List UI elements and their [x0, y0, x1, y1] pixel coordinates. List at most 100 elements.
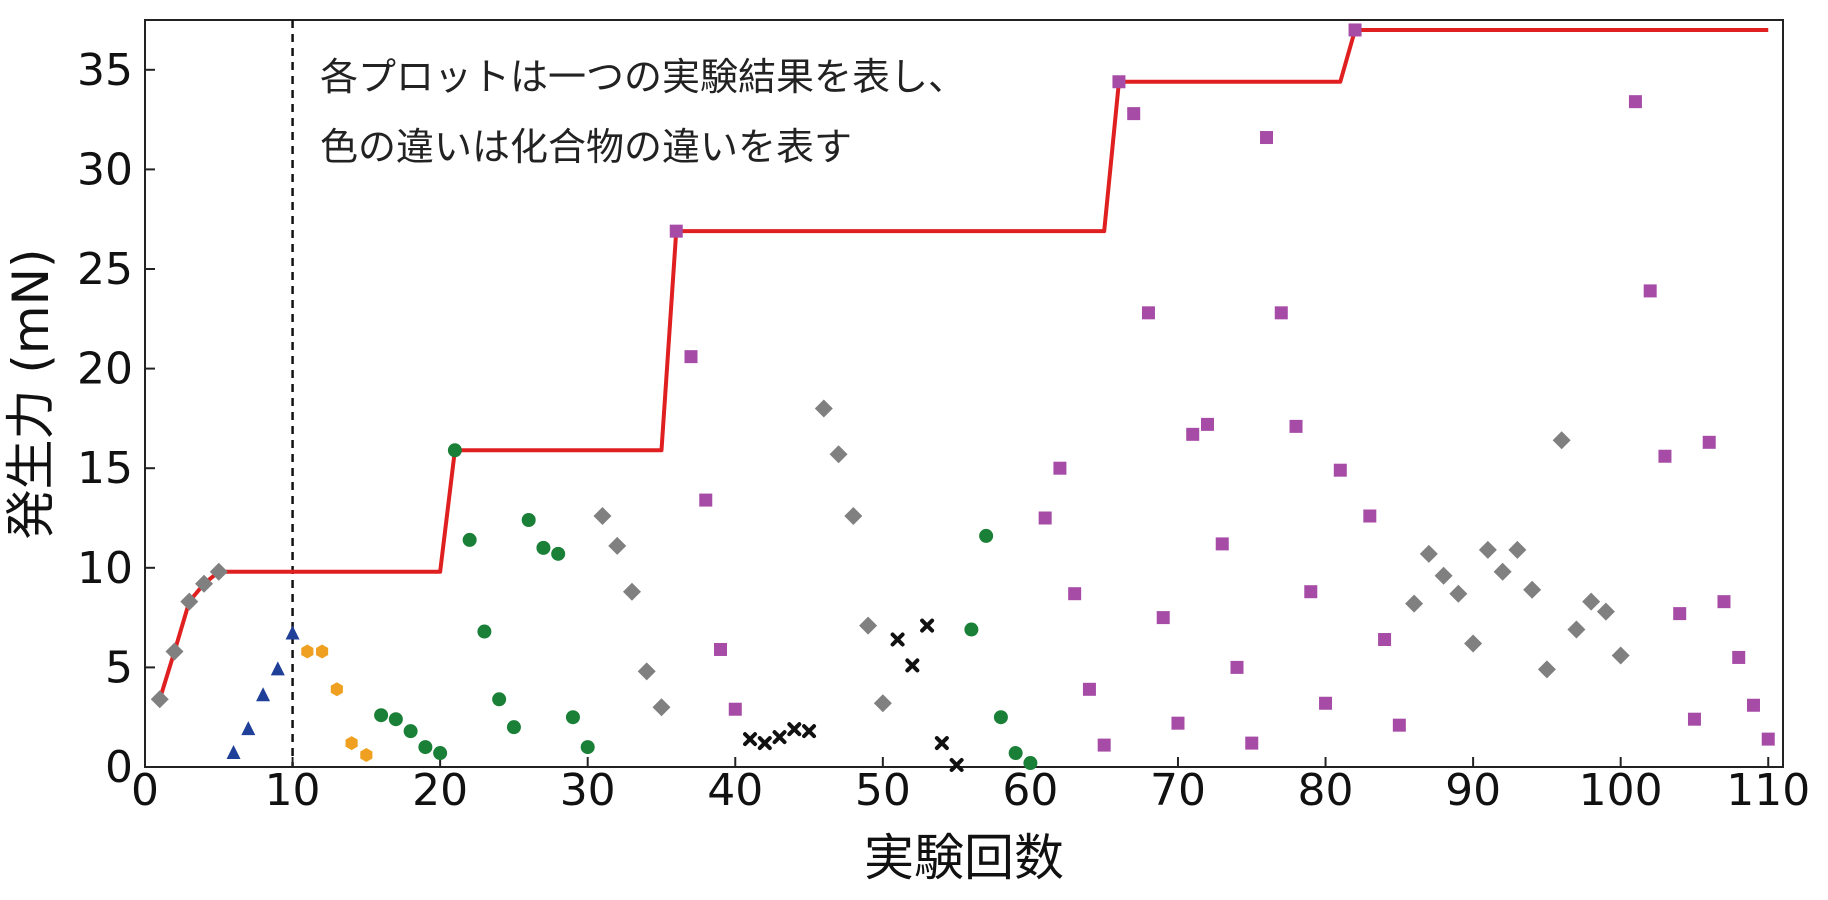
diamond-point — [150, 690, 169, 709]
square-point — [699, 493, 713, 507]
square-point — [1038, 511, 1052, 525]
square-point — [1230, 660, 1244, 674]
diamond-point — [1582, 592, 1601, 611]
x-point — [743, 732, 758, 747]
square-point — [1687, 712, 1701, 726]
circle-point — [580, 740, 595, 755]
square-point — [1260, 131, 1274, 145]
diamond-point — [1405, 594, 1424, 613]
circle-point — [1008, 746, 1023, 761]
diamond-point — [844, 507, 863, 526]
x-tick-label: 90 — [1445, 765, 1501, 816]
square-point — [1068, 587, 1082, 601]
y-tick-label: 25 — [77, 244, 133, 295]
diamond-point — [652, 698, 671, 717]
plot-frame — [144, 19, 1784, 768]
square-point — [669, 224, 683, 238]
x-tick-label: 50 — [855, 765, 911, 816]
diamond-point — [1434, 566, 1453, 585]
x-axis-title: 実験回数 — [864, 829, 1064, 887]
diamond-point — [165, 642, 184, 661]
square-point — [1628, 95, 1642, 109]
x-point — [772, 730, 787, 745]
diamond-point — [1596, 602, 1615, 621]
triangle-point — [241, 721, 256, 736]
x-tick-label: 60 — [1002, 765, 1058, 816]
square-point — [1717, 595, 1731, 609]
square-point — [1112, 75, 1126, 89]
square-point — [1658, 449, 1672, 463]
x-point — [890, 632, 905, 647]
diamond-point — [1567, 620, 1586, 639]
hexagon-point — [301, 644, 314, 659]
square-point — [1732, 650, 1746, 664]
y-tick-label: 30 — [77, 144, 133, 195]
y-tick-label: 15 — [77, 443, 133, 494]
diamond-point — [209, 562, 228, 581]
square-point — [1082, 682, 1096, 696]
square-point — [728, 702, 742, 716]
diamond-point — [829, 445, 848, 464]
square-point — [1053, 461, 1067, 475]
circle-point — [536, 540, 551, 555]
x-tick-label: 110 — [1726, 765, 1810, 816]
circle-point — [403, 724, 418, 739]
square-point — [1186, 427, 1200, 441]
square-point — [1392, 718, 1406, 732]
x-tick-label: 40 — [707, 765, 763, 816]
square-point — [1200, 417, 1214, 431]
square-point — [1289, 419, 1303, 433]
y-tick-label: 35 — [77, 45, 133, 96]
square-point — [1761, 732, 1775, 746]
square-point — [714, 642, 728, 656]
diamond-point — [1493, 562, 1512, 581]
y-tick-label: 10 — [77, 543, 133, 594]
triangle-point — [256, 687, 271, 702]
hexagon-point — [360, 748, 373, 763]
y-tick-label: 5 — [105, 642, 133, 693]
square-point — [1319, 696, 1333, 710]
circle-point — [418, 740, 433, 755]
square-point — [1127, 107, 1141, 121]
x-point — [920, 618, 935, 633]
circle-point — [374, 708, 389, 723]
diamond-point — [1611, 646, 1630, 665]
diamond-point — [1419, 544, 1438, 563]
diamond-point — [1552, 431, 1571, 450]
square-point — [1702, 435, 1716, 449]
circle-point — [964, 622, 979, 637]
diamond-point — [1508, 540, 1527, 559]
square-point — [1171, 716, 1185, 730]
x-tick-label: 100 — [1579, 765, 1663, 816]
circle-point — [1023, 756, 1038, 771]
diamond-point — [195, 574, 214, 593]
y-tick-label: 0 — [105, 742, 133, 793]
circle-point — [993, 710, 1008, 725]
hexagon-point — [345, 736, 358, 751]
hexagon-point — [330, 682, 343, 697]
square-point — [1333, 463, 1347, 477]
circle-point — [979, 528, 994, 543]
x-tick-label: 20 — [412, 765, 468, 816]
y-axis-ticks: 0 5 10 15 20 25 30 35 — [77, 45, 155, 793]
data-points-layer — [150, 23, 1775, 773]
diamond-point — [608, 536, 627, 555]
x-point — [802, 724, 817, 739]
circle-point — [447, 443, 462, 458]
x-point — [934, 736, 949, 751]
x-axis-ticks: 0 10 20 30 40 50 60 70 80 90 100 110 — [131, 757, 1810, 816]
diamond-point — [1449, 584, 1468, 603]
diamond-point — [180, 592, 199, 611]
triangle-point — [285, 625, 300, 640]
circle-point — [477, 624, 492, 639]
diamond-point — [1478, 540, 1497, 559]
diamond-point — [1523, 580, 1542, 599]
circle-point — [433, 746, 448, 761]
diamond-point — [859, 616, 878, 635]
diamond-point — [622, 582, 641, 601]
x-point — [905, 658, 920, 673]
x-point — [757, 736, 772, 751]
triangle-point — [270, 661, 285, 676]
annotation-line-2: 色の違いは化合物の違いを表す — [320, 125, 852, 169]
square-point — [684, 350, 698, 364]
